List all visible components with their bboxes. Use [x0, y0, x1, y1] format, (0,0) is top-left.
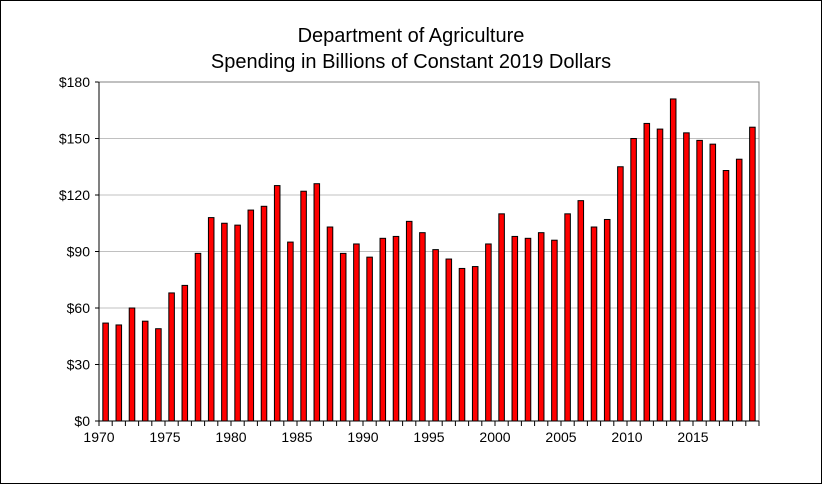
bar-2009: [617, 166, 624, 422]
bar-1971: [115, 324, 123, 422]
bar-2015: [696, 139, 703, 422]
x-tick-label: 1990: [347, 429, 378, 445]
bar-1985: [300, 190, 307, 422]
bar-1986: [313, 183, 321, 422]
bar-2010: [630, 138, 637, 422]
x-tick-label: 2010: [611, 429, 642, 445]
bar-1991: [379, 237, 387, 422]
bar-1977: [194, 252, 202, 422]
bar-2008: [603, 218, 611, 422]
bar-1983: [273, 185, 281, 422]
x-tick-label: 1985: [281, 429, 312, 445]
bar-1990: [366, 256, 373, 422]
bar-1982: [260, 205, 268, 422]
chart-subtitle: Spending in Billions of Constant 2019 Do…: [210, 51, 612, 73]
x-tick-label: 2015: [677, 429, 708, 445]
y-tick-label: $30: [67, 357, 91, 373]
bar-2011: [643, 122, 651, 422]
y-tick-label: $0: [74, 413, 90, 429]
bar-2006: [577, 200, 585, 422]
bar-1972: [128, 307, 136, 422]
bar-1976: [181, 284, 189, 422]
bar-1974: [155, 328, 162, 422]
bar-2005: [564, 213, 571, 422]
bar-1978: [207, 217, 215, 422]
bar-1993: [405, 220, 413, 422]
bar-2000: [498, 213, 505, 422]
bar-2007: [590, 226, 598, 422]
bar-1995: [432, 249, 439, 422]
x-tick-label: 1995: [413, 429, 444, 445]
bar-1992: [392, 235, 400, 422]
x-tick-label: 1980: [215, 429, 246, 445]
y-tick-label: $150: [59, 131, 90, 147]
x-tick-label: 1970: [83, 429, 114, 445]
bar-2001: [511, 235, 519, 422]
y-tick-label: $120: [59, 187, 90, 203]
bar-2016: [709, 143, 717, 422]
bar-1980: [234, 224, 241, 422]
bar-2003: [537, 232, 545, 422]
bar-1996: [445, 258, 453, 422]
bar-2012: [656, 128, 664, 422]
x-tick-label: 2005: [545, 429, 576, 445]
bar-2017: [722, 170, 730, 422]
bar-1979: [221, 222, 228, 422]
bar-2013: [669, 98, 677, 422]
y-tick-label: $90: [67, 244, 91, 260]
bar-1988: [339, 252, 347, 422]
bar-1987: [326, 226, 334, 422]
bar-2019: [749, 126, 756, 422]
bar-1994: [419, 232, 426, 422]
bar-2018: [735, 158, 743, 422]
bar-2002: [524, 237, 532, 422]
y-tick-label: $60: [67, 300, 91, 316]
bar-1973: [141, 320, 149, 422]
bar-1997: [458, 267, 466, 422]
bar-1998: [471, 266, 479, 422]
y-tick-label: $180: [59, 74, 90, 90]
bar-1975: [168, 292, 175, 422]
bar-2004: [551, 239, 558, 422]
bar-2014: [683, 132, 690, 422]
bar-1999: [485, 243, 492, 422]
x-tick-label: 1975: [149, 429, 180, 445]
x-tick-label: 2000: [479, 429, 510, 445]
bar-1970: [102, 322, 109, 422]
chart-title: Department of Agriculture: [297, 25, 525, 47]
bar-1981: [247, 209, 255, 422]
bar-1984: [287, 241, 294, 422]
bar-1989: [353, 243, 360, 422]
